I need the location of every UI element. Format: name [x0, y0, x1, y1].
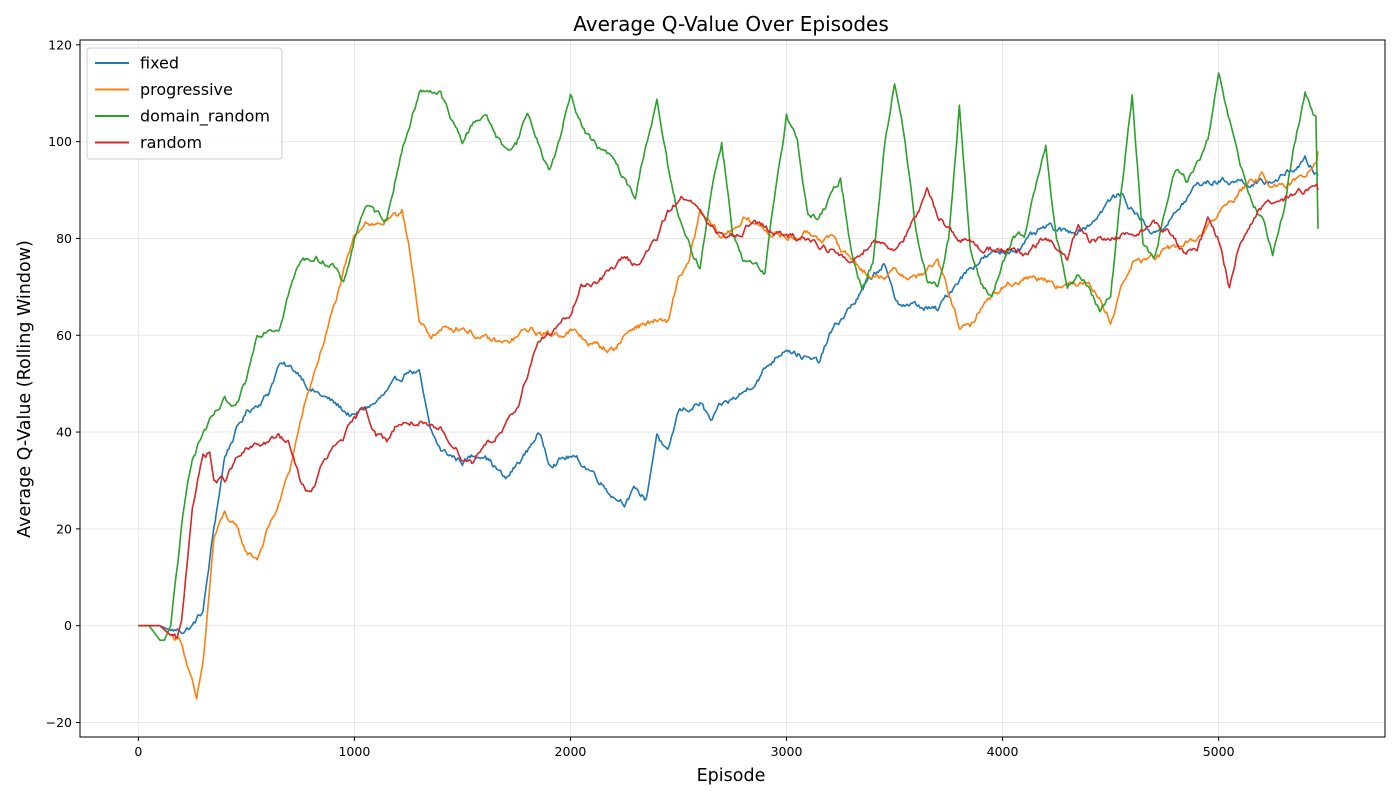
y-tick-label: 100 [48, 134, 72, 149]
legend-label-random: random [140, 133, 202, 152]
legend-box [86, 47, 283, 160]
x-tick-label: 2000 [555, 744, 587, 759]
chart-title: Average Q-Value Over Episodes [573, 12, 889, 36]
x-tick-label: 5000 [1203, 744, 1235, 759]
y-axis-label: Average Q-Value (Rolling Window) [15, 240, 35, 538]
y-tick-label: 0 [64, 618, 72, 633]
legend-label-fixed: fixed [140, 54, 179, 73]
legend-label-domain-random: domain_random [140, 107, 270, 127]
legend-label-progressive: progressive [140, 80, 233, 99]
series-line-fixed [138, 155, 1319, 635]
series-line-domain-random [138, 72, 1319, 641]
y-tick-label: 120 [48, 37, 72, 52]
x-tick-label: 4000 [987, 744, 1019, 759]
x-tick-label: 1000 [338, 744, 370, 759]
series-line-progressive [138, 151, 1319, 700]
y-tick-label: 60 [56, 328, 72, 343]
plot-frame [79, 39, 1386, 738]
axis-ticks: 0 1000 2000 3000 4000 5000 −20 0 20 40 60 80 100 120 [46, 37, 1235, 759]
x-axis-label: Episode [697, 766, 766, 786]
series-line-random [138, 183, 1319, 639]
y-tick-label: −20 [46, 715, 72, 730]
grid-lines [80, 40, 1385, 737]
x-tick-label: 3000 [771, 744, 803, 759]
y-tick-label: 20 [56, 521, 72, 536]
series-lines [138, 72, 1319, 700]
x-tick-label: 0 [134, 744, 142, 759]
y-tick-label: 80 [56, 231, 72, 246]
y-tick-label: 40 [56, 425, 72, 440]
